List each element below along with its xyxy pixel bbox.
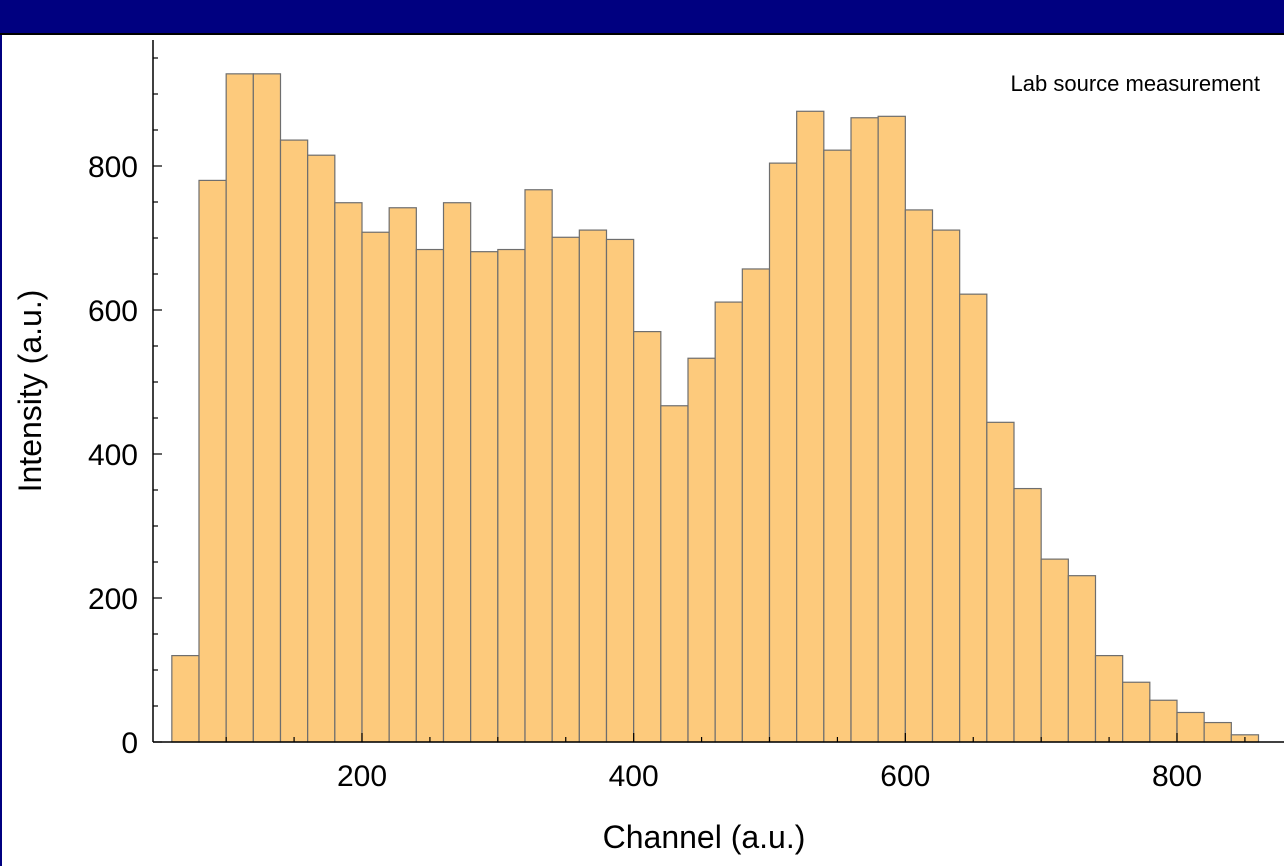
x-axis-title: Channel (a.u.) [603, 819, 806, 855]
histogram-bar [1176, 711, 1205, 743]
histogram-bar [361, 231, 390, 743]
header-rule [0, 33, 1284, 35]
histogram-bar [1040, 558, 1069, 743]
histogram-bar [931, 229, 961, 743]
histogram-bar [225, 73, 254, 743]
x-tick-label: 600 [880, 760, 930, 793]
histogram-bar [877, 115, 906, 743]
histogram-bar [796, 110, 825, 743]
histogram-bar [768, 162, 798, 743]
ticks-group: 0 200 400 600 800 200 400 600 800 [88, 57, 1246, 793]
histogram-bar [741, 268, 771, 743]
y-tick-label: 200 [88, 583, 138, 616]
histogram-bar [252, 73, 282, 743]
histogram-bar [1094, 654, 1124, 743]
histogram-bar [1122, 681, 1151, 743]
y-tick-label: 800 [88, 151, 138, 184]
x-tick-label: 800 [1152, 760, 1202, 793]
histogram-bar [171, 654, 200, 743]
histogram-bar [551, 236, 580, 743]
x-tick-label: 200 [337, 760, 387, 793]
histogram-bar [524, 189, 553, 743]
histogram-bar [470, 251, 499, 743]
histogram-bar [497, 248, 526, 743]
histogram-bar [1013, 487, 1042, 743]
y-tick-label: 0 [121, 727, 138, 760]
histogram-bar [578, 229, 608, 743]
histogram-bar [1149, 699, 1178, 743]
histogram-bar [904, 209, 934, 743]
histogram-bar [660, 405, 689, 743]
bars-group [171, 73, 1260, 743]
histogram-bar [959, 293, 988, 743]
histogram-bar [850, 117, 879, 743]
y-tick-label: 400 [88, 439, 138, 472]
histogram-bar [823, 149, 852, 743]
histogram-bar [198, 179, 227, 743]
histogram-bar [307, 154, 336, 743]
y-axis-title: Intensity (a.u.) [12, 290, 48, 493]
histogram-bar [1067, 575, 1097, 743]
histogram-bar [442, 202, 472, 743]
histogram-bar [633, 331, 662, 743]
histogram-bar [415, 248, 445, 743]
histogram-bar [986, 421, 1015, 743]
histogram-bar [714, 301, 743, 743]
histogram-bar [279, 139, 309, 743]
x-tick-label: 400 [609, 760, 659, 793]
histogram-bar [687, 357, 716, 743]
annotation-label: Lab source measurement [1011, 71, 1260, 96]
histogram-bar [388, 207, 417, 743]
histogram-bar [334, 202, 363, 743]
histogram-bar [1203, 721, 1232, 743]
axes-group [152, 40, 1284, 743]
histogram-bar [605, 238, 635, 743]
y-tick-label: 600 [88, 295, 138, 328]
